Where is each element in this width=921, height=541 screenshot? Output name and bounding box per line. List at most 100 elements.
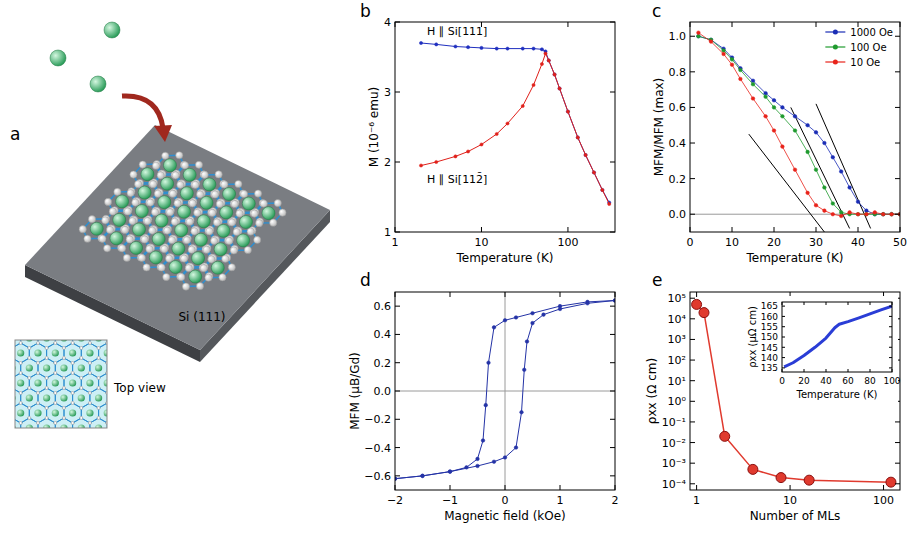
- si-atom: [247, 228, 254, 235]
- data-point: [814, 204, 818, 208]
- si-atom: [71, 342, 74, 345]
- data-point: [514, 316, 518, 320]
- si-atom: [45, 347, 48, 350]
- y-tick-label: 10¹: [668, 375, 686, 388]
- si-atom: [63, 407, 66, 410]
- gd-atom: [60, 364, 67, 371]
- si-atom: [211, 191, 218, 198]
- si-atom: [71, 362, 74, 365]
- si-atom: [54, 372, 57, 375]
- y-tick: [895, 442, 900, 443]
- x-tick: [782, 302, 783, 305]
- si-atom: [45, 387, 48, 390]
- si-atom: [54, 342, 57, 345]
- y-tick: [690, 380, 695, 381]
- si-atom: [54, 342, 57, 345]
- si-atom: [186, 218, 193, 225]
- data-point: [697, 34, 701, 38]
- si-atom: [169, 190, 176, 197]
- y-tick-label: 10⁴: [668, 313, 687, 326]
- data-point: [532, 47, 535, 50]
- si-atom: [89, 402, 92, 405]
- gd-atom: [220, 206, 233, 219]
- series-label: H ∥ Si[111]: [427, 25, 487, 38]
- si-atom: [37, 372, 40, 375]
- si-atom: [54, 402, 57, 405]
- gd-atom: [239, 215, 252, 228]
- si-atom: [54, 392, 57, 395]
- data-point: [576, 136, 579, 139]
- si-atom: [166, 209, 173, 216]
- si-atom: [196, 283, 203, 290]
- y-tick: [395, 232, 400, 233]
- y-tick: [610, 419, 615, 420]
- gd-atom: [43, 364, 50, 371]
- si-atom: [97, 407, 100, 410]
- si-atom: [28, 407, 31, 410]
- si-atom: [240, 190, 247, 197]
- chart: 010203040500.00.20.40.60.81.0Temperature…: [652, 1, 907, 265]
- gd-atom: [69, 349, 76, 356]
- data-point: [503, 318, 507, 322]
- x-tick: [848, 369, 849, 372]
- y-tick: [610, 334, 615, 335]
- data-point: [814, 131, 818, 135]
- si-atom: [164, 227, 171, 234]
- si-atom: [19, 372, 22, 375]
- data-point: [722, 49, 726, 53]
- data-point: [873, 211, 877, 215]
- si-atom: [195, 161, 202, 168]
- si-atom: [28, 407, 31, 410]
- si-atom: [28, 347, 31, 350]
- data-point: [881, 212, 885, 216]
- si-atom: [171, 218, 178, 225]
- x-tick: [870, 302, 871, 305]
- gd-atom: [161, 177, 174, 190]
- y-tick-label: 10⁻³: [662, 457, 686, 470]
- y-axis-title: M (10⁻⁶ emu): [367, 87, 381, 167]
- data-point: [566, 110, 569, 113]
- si-atom: [181, 162, 188, 169]
- si-atom: [54, 362, 57, 365]
- data-point: [692, 299, 702, 309]
- y-tick: [895, 71, 900, 72]
- gd-atom: [110, 232, 123, 245]
- x-tick: [782, 369, 783, 372]
- legend-swatch: [833, 30, 838, 35]
- data-point: [521, 47, 524, 50]
- y-tick: [889, 367, 892, 368]
- si-atom: [80, 347, 83, 350]
- y-tick: [889, 347, 892, 348]
- data-point: [506, 47, 509, 50]
- x-tick: [848, 302, 849, 305]
- si-atom: [168, 190, 175, 197]
- si-atom: [114, 188, 121, 195]
- si-atom: [235, 180, 242, 187]
- si-atom: [89, 362, 92, 365]
- si-atom: [251, 210, 258, 217]
- x-tick: [816, 22, 817, 27]
- data-point: [699, 308, 709, 318]
- si-atom: [225, 237, 232, 244]
- si-atom: [171, 171, 178, 178]
- data-point: [454, 45, 457, 48]
- data-point: [751, 97, 755, 101]
- si-atom: [213, 219, 220, 226]
- plot-background: [782, 302, 892, 372]
- data-point: [521, 104, 524, 107]
- si-atom: [228, 219, 235, 226]
- x-tick: [615, 292, 616, 297]
- y-tick-label: 0.6: [374, 300, 392, 313]
- y-tick-label: 140: [761, 353, 778, 363]
- data-point: [553, 73, 556, 76]
- gd-atom: [169, 261, 182, 274]
- si-atom: [63, 387, 66, 390]
- x-tick: [505, 292, 506, 297]
- gd-atom: [242, 197, 255, 210]
- y-tick-label: 0.0: [669, 208, 687, 221]
- x-tick: [560, 485, 561, 490]
- si-atom: [231, 200, 238, 207]
- legend-swatch: [833, 60, 838, 65]
- data-point: [547, 59, 550, 62]
- si-atom: [97, 417, 100, 420]
